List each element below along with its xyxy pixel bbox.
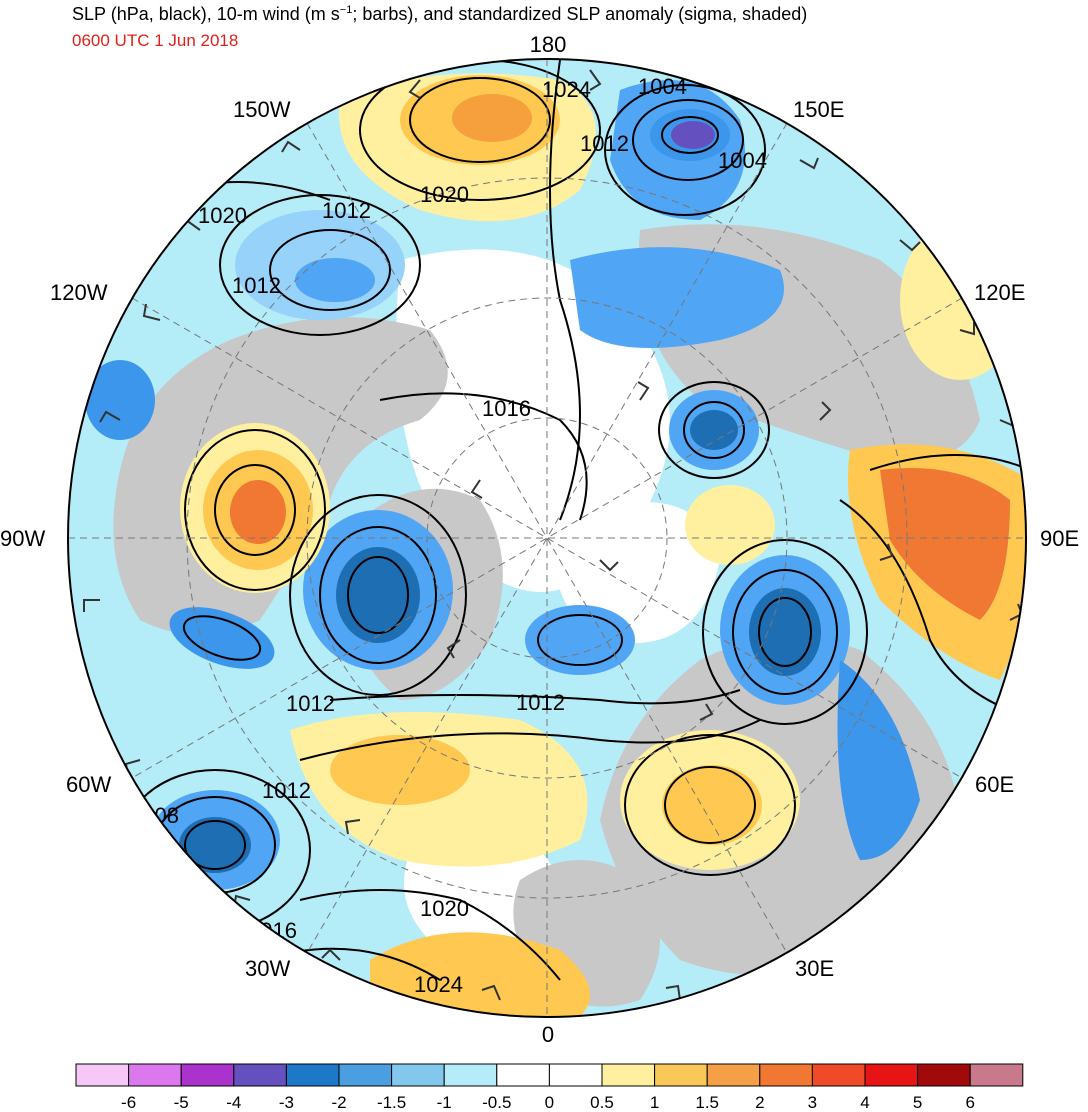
anomaly-low-2 <box>570 247 784 348</box>
colorbar-tick-label: 1 <box>650 1093 659 1112</box>
colorbar-box <box>285 1063 340 1087</box>
anomaly-high-8 <box>685 485 775 565</box>
anomaly-low-8 <box>837 660 920 860</box>
contour-label: 1012 <box>322 198 371 223</box>
chart-title: SLP (hPa, black), 10-m wind (m s−1; barb… <box>72 4 808 24</box>
colorbar: -6 -5 -4 -3 -2 -1.5 -1 -0.5 0 0.5 1 1.5 2 3 4 5 6 <box>75 1063 1024 1112</box>
colorbar-tick-label: -5 <box>174 1093 189 1112</box>
colorbar-tick-label: -1.5 <box>377 1093 406 1112</box>
lon-label-30w: 30W <box>245 956 290 981</box>
colorbar-labels: -6 -5 -4 -3 -2 -1.5 -1 -0.5 0 0.5 1 1.5 2 3 4 5 6 <box>121 1093 975 1112</box>
contour-labels: 1024 1004 1012 1004 1020 1020 1012 1012 … <box>130 74 767 997</box>
contour-label: 1012 <box>286 691 335 716</box>
anomaly-high-3-core <box>880 468 1010 620</box>
colorbar-tick-label: 1.5 <box>695 1093 719 1112</box>
contour-label: 1020 <box>420 182 469 207</box>
contour-label: 1012 <box>516 690 565 715</box>
anomaly-low-9-core <box>179 817 251 873</box>
colorbar-tick-label: 3 <box>808 1093 817 1112</box>
anomaly-low-1-peak <box>671 121 715 149</box>
contour-label: 1024 <box>542 77 591 102</box>
colorbar-tick-label: 6 <box>965 1093 974 1112</box>
colorbar-box <box>391 1063 445 1087</box>
contour-label: 1012 <box>262 778 311 803</box>
lon-label-150e: 150E <box>793 97 844 122</box>
colorbar-tick-label: -2 <box>331 1093 346 1112</box>
colorbar-box <box>75 1063 130 1087</box>
colorbar-tick-label: -0.5 <box>482 1093 511 1112</box>
anomaly-low-10 <box>85 360 155 440</box>
lon-label-120w: 120W <box>50 280 108 305</box>
lon-label-60e: 60E <box>975 772 1014 797</box>
colorbar-box <box>496 1063 550 1087</box>
colorbar-box <box>759 1063 813 1087</box>
colorbar-box <box>443 1063 498 1087</box>
lon-label-30e: 30E <box>795 956 834 981</box>
contour-label: 1020 <box>420 896 469 921</box>
colorbar-box <box>180 1063 235 1087</box>
lon-label-60w: 60W <box>66 772 111 797</box>
anomaly-low-3-core <box>690 410 738 450</box>
colorbar-tick-label: -1 <box>437 1093 452 1112</box>
anomaly-high-1-core <box>452 94 532 142</box>
colorbar-tick-label: 4 <box>860 1093 869 1112</box>
colorbar-box <box>917 1063 971 1087</box>
lon-label-90w: 90W <box>0 526 45 551</box>
colorbar-tick-label: 5 <box>913 1093 922 1112</box>
anomaly-high-2-core <box>230 480 286 544</box>
colorbar-box <box>233 1063 287 1087</box>
lon-label-150w: 150W <box>233 97 291 122</box>
colorbar-box <box>601 1063 656 1087</box>
contour-label: 1004 <box>718 148 767 173</box>
contour-label: 1016 <box>482 396 531 421</box>
contour-label: 1008 <box>130 803 179 828</box>
colorbar-box <box>811 1063 866 1087</box>
colorbar-boxes <box>75 1063 1024 1087</box>
colorbar-tick-label: 0.5 <box>590 1093 614 1112</box>
polar-map: 1024 1004 1012 1004 1020 1020 1012 1012 … <box>0 32 1079 1047</box>
colorbar-box <box>548 1063 603 1087</box>
contour-label: 1012 <box>232 273 281 298</box>
colorbar-tick-label: -6 <box>121 1093 136 1112</box>
anomaly-low-4-core <box>295 258 375 302</box>
colorbar-box <box>969 1063 1024 1087</box>
lon-label-90e: 90E <box>1040 526 1079 551</box>
contour-label: 1024 <box>414 972 463 997</box>
anomaly-high-4-core <box>330 735 470 805</box>
lon-label-120e: 120E <box>974 280 1025 305</box>
colorbar-box <box>128 1063 182 1087</box>
anomaly-low-6 <box>169 607 275 669</box>
lon-label-0: 0 <box>542 1022 554 1047</box>
valid-time: 0600 UTC 1 Jun 2018 <box>72 31 239 50</box>
colorbar-tick-label: -4 <box>226 1093 241 1112</box>
colorbar-box <box>654 1063 708 1087</box>
colorbar-box <box>864 1063 919 1087</box>
anomaly-low-5-core <box>336 547 420 643</box>
contour-label: 1012 <box>580 131 629 156</box>
lon-label-180: 180 <box>530 32 567 57</box>
colorbar-box <box>706 1063 761 1087</box>
anomaly-high-5-core <box>662 765 762 845</box>
graticule <box>68 59 1026 1017</box>
contour-label: 1020 <box>198 203 247 228</box>
colorbar-tick-label: -3 <box>279 1093 294 1112</box>
map-boundary <box>67 58 1027 1018</box>
colorbar-tick-label: 0 <box>545 1093 554 1112</box>
map-disk: 1024 1004 1012 1004 1020 1020 1012 1012 … <box>68 59 1026 1017</box>
colorbar-tick-label: 2 <box>755 1093 764 1112</box>
colorbar-box <box>338 1063 393 1087</box>
anomaly-low-7-core <box>749 588 821 676</box>
